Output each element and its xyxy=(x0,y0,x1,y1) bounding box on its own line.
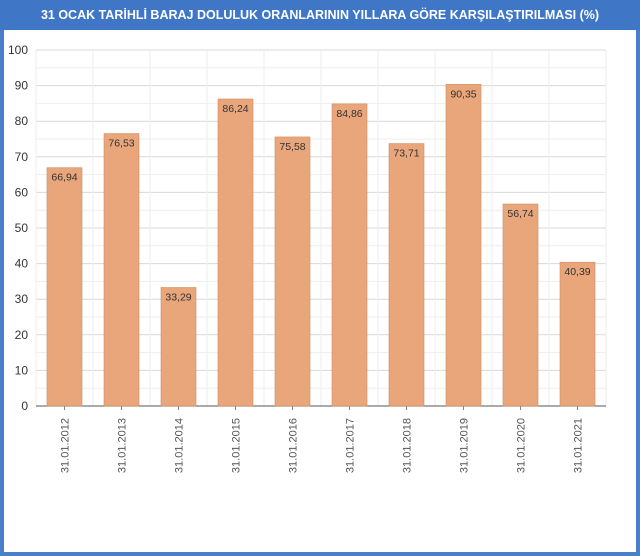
x-tick-label: 31.01.2015 xyxy=(231,418,243,473)
value-label: 33,29 xyxy=(165,291,191,303)
x-tick-label: 31.01.2017 xyxy=(345,418,357,473)
value-label: 66,94 xyxy=(51,172,77,184)
value-label: 84,86 xyxy=(336,108,362,120)
bar-31.01.2021 xyxy=(559,261,596,407)
bar-31.01.2018 xyxy=(388,143,425,407)
y-tick-label: 30 xyxy=(15,292,29,306)
y-tick-label: 20 xyxy=(15,328,29,342)
bar-31.01.2016 xyxy=(274,136,311,407)
value-label: 76,53 xyxy=(108,138,134,150)
bar-31.01.2020 xyxy=(502,203,539,407)
y-tick-label: 100 xyxy=(8,43,28,57)
y-tick-label: 60 xyxy=(15,185,29,199)
y-tick-label: 40 xyxy=(15,257,29,271)
y-tick-label: 90 xyxy=(15,79,29,93)
y-tick-label: 70 xyxy=(15,150,29,164)
chart-title: 31 OCAK TARİHLİ BARAJ DOLULUK ORANLARINI… xyxy=(40,8,600,22)
y-tick-label: 10 xyxy=(15,363,29,377)
x-tick-label: 31.01.2016 xyxy=(288,418,300,473)
value-label: 86,24 xyxy=(222,103,248,115)
y-tick-label: 50 xyxy=(15,221,29,235)
bars xyxy=(46,84,596,407)
value-label: 90,35 xyxy=(450,88,476,100)
x-tick-label: 31.01.2014 xyxy=(174,418,186,473)
y-tick-label: 80 xyxy=(15,114,29,128)
x-axis: 31.01.2012 31.01.2013 31.01.2014 31.01.2015… xyxy=(60,406,585,473)
x-tick-label: 31.01.2020 xyxy=(516,418,528,473)
value-label: 75,58 xyxy=(279,141,305,153)
bar-31.01.2014 xyxy=(160,287,197,407)
bar-31.01.2017 xyxy=(331,103,368,407)
x-tick-label: 31.01.2012 xyxy=(60,418,72,473)
x-tick-label: 31.01.2018 xyxy=(402,418,414,473)
x-tick-label: 31.01.2019 xyxy=(459,418,471,473)
y-tick-label: 0 xyxy=(21,399,28,413)
bar-31.01.2012 xyxy=(46,167,83,407)
title-bar: 31 OCAK TARİHLİ BARAJ DOLULUK ORANLARINI… xyxy=(0,0,640,30)
bar-31.01.2019 xyxy=(445,84,482,407)
bar-31.01.2015 xyxy=(217,98,254,407)
value-label: 73,71 xyxy=(393,148,419,160)
value-label: 56,74 xyxy=(507,208,533,220)
x-tick-label: 31.01.2013 xyxy=(117,418,129,473)
value-labels: 66,94 76,53 33,29 86,24 75,58 84,86 73,71 90,35… xyxy=(51,88,590,303)
x-tick-label: 31.01.2021 xyxy=(573,418,585,473)
bar-31.01.2013 xyxy=(103,133,140,407)
value-label: 40,39 xyxy=(564,266,590,278)
